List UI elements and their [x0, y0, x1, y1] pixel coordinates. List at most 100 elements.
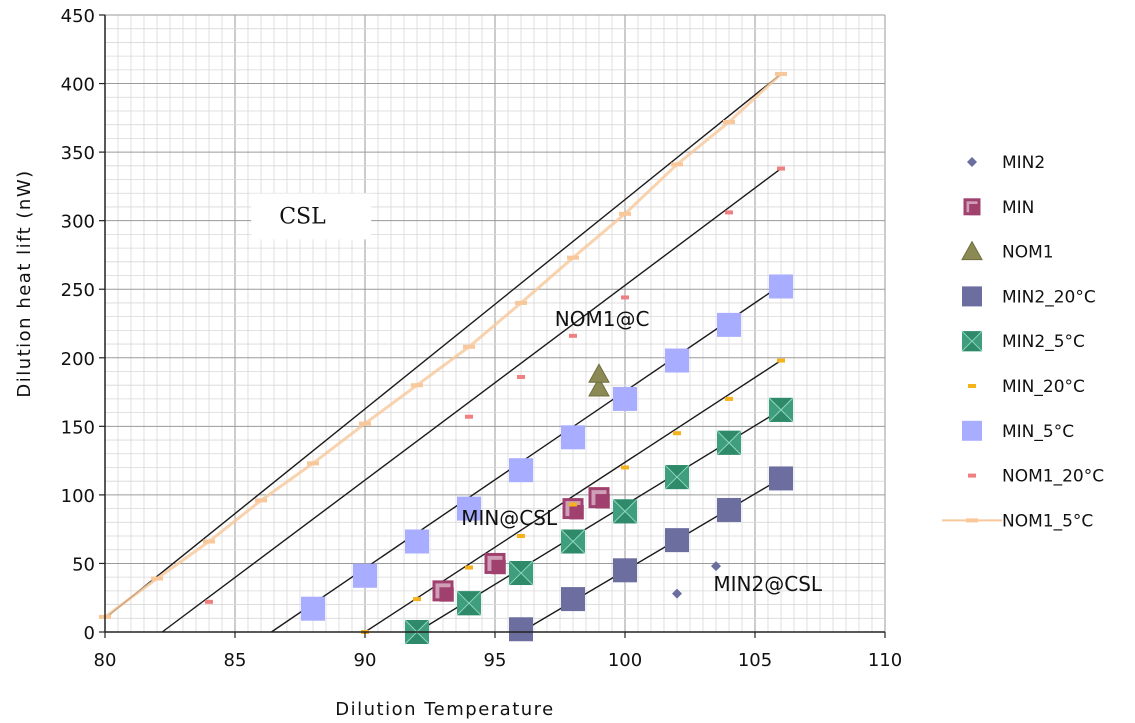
x-tick-label: 100 — [608, 650, 642, 671]
point-min-20c — [621, 465, 629, 470]
point-nom1-5c — [671, 162, 683, 167]
point-nom1-20c — [621, 295, 629, 300]
point-min-5c — [457, 496, 481, 521]
point-min-20c — [413, 597, 421, 602]
point-nom1-5c — [255, 498, 267, 503]
legend-marker-min-center — [969, 204, 981, 216]
point-min-20c — [465, 565, 473, 570]
point-min2-5c-top — [509, 561, 533, 574]
point-min-20c — [673, 431, 681, 436]
point-min2-20c — [769, 466, 793, 491]
legend-label-nom1-20c: NOM1_20°C — [1002, 467, 1104, 487]
legend-label-min2-20c: MIN2_20°C — [1002, 287, 1096, 307]
legend-label-nom1: NOM1 — [1002, 243, 1054, 263]
x-tick-label: 110 — [868, 650, 902, 671]
point-nom1 — [588, 363, 610, 383]
point-min2-5c-x2 — [716, 430, 742, 456]
legend-marker-min2-5c-top — [962, 331, 982, 342]
point-min-center — [595, 494, 610, 509]
point-min-5c — [561, 425, 585, 450]
point-min2-5c-top — [561, 529, 585, 542]
point-min2-5c-bottom — [613, 511, 637, 524]
point-nom1-5c — [619, 211, 631, 216]
x-tick-label: 90 — [354, 650, 377, 671]
point-nom1-20c — [777, 166, 785, 171]
point-nom1-20c — [725, 210, 733, 215]
legend-marker-min-20c — [968, 384, 976, 388]
point-min2 — [711, 561, 721, 572]
point-nom1-5c — [151, 576, 163, 581]
annotation-min2-csl: MIN2@CSL — [713, 572, 823, 596]
point-min2-5c-x2 — [768, 397, 794, 423]
y-tick-label: 450 — [61, 6, 95, 27]
y-tick-label: 250 — [61, 280, 95, 301]
markers — [99, 71, 794, 645]
point-min2-5c-top — [769, 397, 793, 410]
legend-label-min-5c: MIN_5°C — [1002, 422, 1074, 442]
x-tick-label: 80 — [94, 650, 117, 671]
legend-marker-min2 — [967, 157, 977, 167]
point-min-20c — [569, 502, 577, 507]
point-min2-5c-top — [665, 465, 689, 478]
legend-marker-nom1-20c — [968, 473, 976, 478]
y-axis-title: Dilution heat lift (nW) — [14, 169, 35, 397]
x-tick-label: 105 — [738, 650, 772, 671]
point-min2-5c-x2 — [612, 498, 638, 524]
point-min2-5c-top — [457, 591, 481, 604]
series-line-nom1-5c — [104, 72, 783, 619]
point-min2-5c-bottom — [561, 541, 585, 554]
point-min2-5c-bottom — [717, 442, 741, 455]
point-min-20c — [777, 358, 785, 363]
y-tick-label: 100 — [61, 486, 95, 507]
legend-marker-nom1 — [961, 240, 983, 261]
legend-label-min2: MIN2 — [1002, 153, 1045, 173]
point-min2-5c-x2 — [664, 464, 690, 490]
point-min2-20c — [717, 497, 741, 522]
y-tick-label: 150 — [61, 417, 95, 438]
y-tick-label: 50 — [72, 554, 95, 575]
point-nom1-5c — [775, 71, 787, 76]
point-min-5c — [509, 458, 533, 483]
point-nom1-20c — [465, 414, 473, 419]
point-nom1-20c — [517, 374, 525, 379]
legend: MIN2 MIN NOM1 MIN2_20°C MIN2_5°C MIN_20°C MIN_… — [942, 153, 1104, 531]
point-min-20c — [725, 396, 733, 401]
point-nom1-5c — [411, 383, 423, 388]
axes: 80 85 90 95 100 105 110 0 50 100 150 200 250 300 350 40… — [14, 6, 902, 720]
point-min2-5c-bottom — [457, 603, 481, 616]
point-min-5c — [769, 274, 793, 299]
point-min2 — [672, 588, 682, 599]
point-min-20c — [517, 534, 525, 539]
point-min2-5c-top — [717, 430, 741, 443]
legend-marker-min2-20c — [962, 286, 982, 307]
point-nom1-20c — [205, 599, 213, 604]
x-tick-label: 85 — [224, 650, 247, 671]
point-min-5c — [613, 386, 637, 411]
point-min2-5c-x2 — [508, 560, 534, 586]
legend-marker-nom1-5c — [966, 518, 978, 523]
annotations: CSL NOM1@C MIN@CSL MIN2@CSL — [251, 193, 823, 596]
point-min2-20c — [613, 558, 637, 583]
legend-label-min2-5c: MIN2_5°C — [1002, 332, 1085, 352]
fit-line — [104, 73, 782, 619]
y-tick-label: 300 — [61, 212, 95, 233]
y-tick-label: 350 — [61, 143, 95, 164]
point-min2-5c-top — [405, 620, 429, 632]
point-min2-20c — [509, 617, 533, 642]
point-min2-5c-bottom — [665, 477, 689, 490]
point-nom1-5c — [515, 300, 527, 305]
point-nom1-5c — [307, 461, 319, 466]
point-nom1-5c — [567, 255, 579, 260]
point-min-5c — [353, 563, 377, 588]
point-min-center — [569, 505, 584, 520]
legend-label-min-20c: MIN_20°C — [1002, 377, 1085, 397]
point-min2-5c-bottom — [509, 573, 533, 586]
point-nom1-5c — [463, 344, 475, 349]
point-min2-5c-bottom — [405, 632, 429, 644]
y-tick-label: 400 — [61, 75, 95, 96]
point-min-5c — [665, 348, 689, 373]
legend-label-nom1-5c: NOM1_5°C — [1002, 511, 1093, 531]
annotation-nom1-c: NOM1@C — [555, 307, 650, 331]
point-min2-5c-x2 — [456, 590, 482, 616]
